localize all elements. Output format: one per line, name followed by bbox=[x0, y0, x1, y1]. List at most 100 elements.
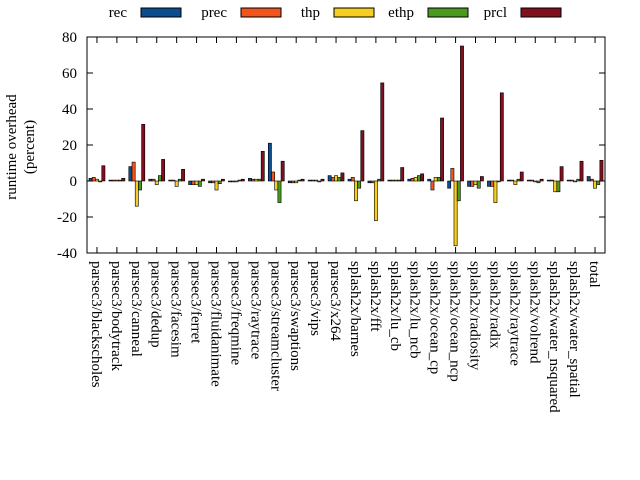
bar-prcl bbox=[240, 178, 245, 182]
bar-prec bbox=[191, 180, 196, 185]
bar-prcl bbox=[420, 173, 425, 182]
x-tick-label: splash2x/ocean_ncp bbox=[447, 261, 463, 382]
bar-prcl bbox=[440, 117, 444, 182]
bar-ethp bbox=[98, 180, 103, 183]
bar-prec bbox=[450, 168, 455, 182]
y-tick-label: 20 bbox=[62, 138, 77, 154]
y-axis-title-line-1: runtime overhead bbox=[4, 94, 20, 200]
bar-prcl bbox=[380, 82, 385, 182]
x-tick-label: parsec3/canneal bbox=[128, 261, 144, 357]
bar-rec bbox=[367, 180, 372, 184]
legend-label-thp: thp bbox=[301, 5, 320, 21]
bar-thp bbox=[553, 180, 558, 193]
bars bbox=[88, 45, 604, 247]
bar-prcl bbox=[499, 92, 504, 182]
bar-prcl bbox=[599, 160, 604, 182]
bar-thp bbox=[493, 180, 498, 203]
bar-prec bbox=[589, 178, 594, 182]
x-tick-label: parsec3/dedup bbox=[148, 261, 164, 348]
bar-rec bbox=[427, 178, 432, 182]
bar-prcl bbox=[460, 45, 464, 182]
bar-ethp bbox=[337, 177, 342, 182]
bar-prcl bbox=[161, 159, 166, 182]
bar-prec bbox=[470, 180, 475, 187]
bar-prec bbox=[390, 179, 395, 182]
bar-thp bbox=[354, 180, 358, 202]
bar-ethp bbox=[237, 179, 242, 182]
bar-prec bbox=[291, 180, 295, 184]
bar-prec bbox=[430, 180, 435, 191]
bar-prec bbox=[311, 179, 315, 182]
bar-ethp bbox=[257, 178, 262, 182]
bar-thp bbox=[533, 180, 538, 183]
y-tick-label: -20 bbox=[57, 210, 77, 226]
bar-prec bbox=[370, 180, 375, 184]
y-tick-label: -40 bbox=[57, 246, 77, 262]
bar-rec bbox=[487, 180, 491, 187]
x-tick-label: parsec3/swaptions bbox=[287, 261, 303, 371]
y-tick-label: 60 bbox=[62, 66, 77, 82]
x-tick-label: splash2x/lu_cb bbox=[387, 261, 403, 351]
bar-rec bbox=[407, 178, 412, 182]
x-tick-label: splash2x/raytrace bbox=[506, 261, 522, 366]
bar-prec bbox=[490, 180, 495, 187]
bar-thp bbox=[254, 178, 259, 182]
bar-prcl bbox=[121, 178, 126, 182]
bar-thp bbox=[174, 180, 179, 187]
bar-prec bbox=[151, 178, 156, 182]
bar-thp bbox=[473, 180, 478, 185]
legend-swatch-rec bbox=[140, 7, 182, 18]
bar-thp bbox=[134, 180, 139, 207]
bar-prcl bbox=[360, 130, 365, 182]
bar-prcl bbox=[340, 172, 345, 182]
x-tick-label: total bbox=[586, 261, 602, 288]
bar-prcl bbox=[539, 178, 544, 182]
bar-rec bbox=[208, 180, 213, 184]
bar-ethp bbox=[436, 177, 441, 182]
x-tick-label: parsec3/freqmine bbox=[227, 261, 243, 365]
bar-rec bbox=[447, 180, 452, 189]
bar-ethp bbox=[118, 179, 122, 182]
bar-prec bbox=[111, 179, 116, 182]
bar-thp bbox=[373, 180, 378, 221]
y-tick-label: 0 bbox=[70, 174, 78, 190]
bar-thp bbox=[114, 179, 119, 182]
bar-prec bbox=[330, 177, 335, 182]
bar-rec bbox=[507, 179, 511, 182]
x-tick-label: parsec3/facesim bbox=[168, 261, 184, 358]
bar-thp bbox=[274, 180, 279, 191]
bar-thp bbox=[214, 180, 219, 191]
bar-rec bbox=[566, 179, 571, 182]
bar-prec bbox=[91, 177, 96, 182]
legend-label-prec: prec bbox=[201, 5, 227, 21]
bar-prec bbox=[131, 161, 136, 182]
bar-rec bbox=[228, 180, 232, 183]
bar-prcl bbox=[559, 166, 564, 182]
x-tick-label: parsec3/blackscholes bbox=[88, 261, 104, 388]
legend-label-prcl: prcl bbox=[484, 5, 507, 21]
bar-ethp bbox=[217, 180, 222, 185]
bar-rec bbox=[168, 179, 173, 182]
bar-prcl bbox=[181, 169, 185, 182]
legend-swatch-prcl bbox=[520, 7, 562, 18]
plot-frame bbox=[86, 36, 606, 254]
bar-rec bbox=[347, 178, 352, 182]
bar-ethp bbox=[297, 179, 302, 182]
bar-thp bbox=[453, 180, 458, 247]
legend-swatch-thp bbox=[333, 7, 375, 18]
x-tick-label: parsec3/raytrace bbox=[247, 261, 263, 360]
bar-thp bbox=[573, 180, 578, 183]
bar-prec bbox=[350, 177, 355, 182]
bar-prec bbox=[251, 178, 256, 182]
bar-ethp bbox=[536, 180, 541, 184]
x-tick-label: splash2x/barnes bbox=[347, 261, 363, 357]
bar-prec bbox=[410, 178, 415, 182]
bar-ethp bbox=[417, 175, 421, 182]
bar-thp bbox=[294, 180, 299, 184]
bar-ethp bbox=[556, 180, 561, 193]
bar-prcl bbox=[141, 124, 146, 182]
bar-thp bbox=[194, 180, 199, 185]
bar-rec bbox=[248, 178, 252, 182]
x-tick-label: parsec3/ferret bbox=[188, 261, 204, 344]
